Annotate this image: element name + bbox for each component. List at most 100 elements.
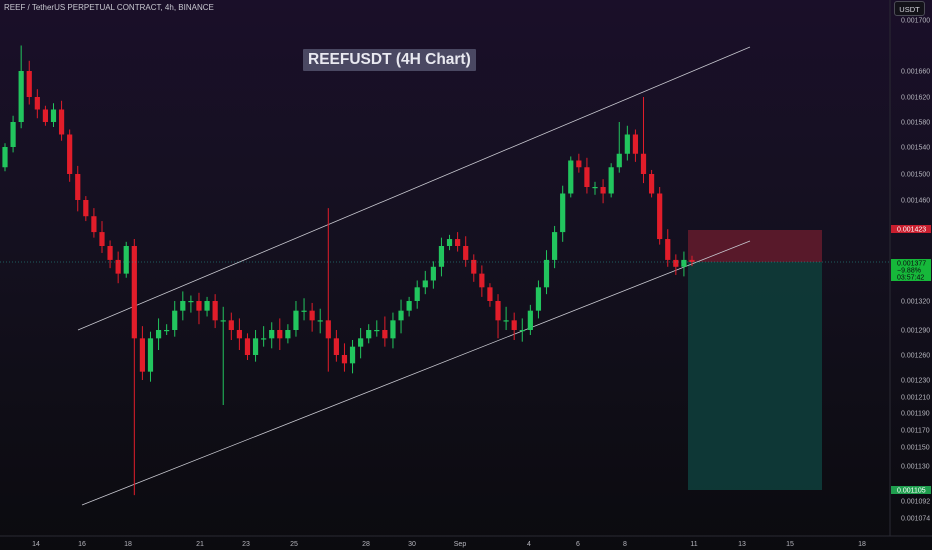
candle-body — [519, 330, 525, 332]
candle-body — [358, 338, 364, 347]
x-tick-label: 14 — [32, 541, 40, 548]
candle-body — [147, 338, 154, 372]
y-tick-label: 0.001210 — [901, 395, 930, 402]
candle-body — [269, 330, 275, 339]
x-tick-label: 11 — [690, 541, 697, 548]
chart-title: REEFUSDT (4H Chart) — [303, 49, 476, 71]
y-tick-label: 0.001500 — [901, 172, 930, 179]
y-tick-label: 0.001580 — [901, 120, 930, 127]
candle-body — [422, 280, 428, 288]
x-tick-label: Sep — [454, 541, 467, 548]
candle-body — [317, 320, 323, 322]
candle-body — [382, 330, 388, 339]
candle-body — [236, 330, 242, 339]
candle-body — [180, 301, 186, 311]
candle-body — [592, 187, 598, 189]
candle-body — [341, 355, 348, 364]
currency-button[interactable]: USDT — [894, 1, 925, 16]
candle-body — [543, 259, 550, 288]
candle-body — [568, 160, 574, 194]
x-tick-label: 15 — [786, 541, 794, 548]
candle-body — [67, 134, 73, 174]
candle-body — [107, 246, 113, 260]
candle-body — [196, 301, 202, 311]
candle-body — [228, 320, 234, 330]
price-tag-label: 0.001377 — [897, 260, 926, 267]
candle-body — [293, 310, 299, 330]
candle-body — [18, 71, 24, 122]
candle-body — [446, 239, 453, 246]
candle-body — [188, 301, 194, 303]
candle-body — [58, 109, 65, 135]
candle-body — [552, 232, 558, 260]
x-tick-label: 21 — [196, 541, 204, 548]
candle-body — [398, 310, 404, 321]
x-tick-label: 16 — [78, 541, 86, 548]
candle-body — [632, 134, 639, 154]
candle-body — [527, 310, 533, 330]
candle-body — [479, 273, 485, 288]
y-tick-label: 0.001620 — [901, 95, 930, 102]
candle-body — [487, 287, 493, 301]
candle-body — [689, 259, 695, 262]
candle-body — [584, 167, 590, 187]
x-tick-label: 6 — [576, 541, 580, 548]
candle-body — [75, 174, 81, 200]
candle-body — [681, 259, 687, 267]
candle-body — [325, 320, 331, 339]
candle-body — [2, 147, 8, 168]
candle-body — [91, 216, 97, 233]
y-tick-label: 0.001074 — [901, 516, 930, 523]
candle-body — [648, 174, 655, 194]
x-tick-label: 18 — [124, 541, 132, 548]
candle-body — [657, 193, 663, 240]
y-tick-label: 0.001190 — [901, 411, 930, 418]
candle-body — [511, 320, 517, 330]
candle-body — [495, 301, 501, 321]
price-tag-last-price — [891, 259, 931, 267]
candle-body — [220, 320, 226, 322]
candle-body — [455, 239, 461, 246]
candle-body — [576, 160, 582, 168]
candle-body — [406, 301, 412, 311]
candle-body — [131, 246, 137, 339]
y-tick-label: 0.001700 — [901, 18, 930, 25]
candle-body — [10, 122, 16, 147]
candle-body — [374, 330, 380, 332]
x-tick-label: 18 — [858, 541, 866, 548]
y-tick-label: 0.001230 — [901, 378, 930, 385]
take-profit-zone — [688, 262, 822, 490]
candle-body — [212, 301, 218, 321]
candle-body — [261, 338, 267, 340]
y-tick-label: 0.001130 — [901, 464, 930, 471]
y-tick-label: 0.001170 — [901, 428, 930, 435]
candle-body — [390, 320, 396, 339]
candle-body — [277, 330, 283, 339]
candle-body — [600, 187, 606, 194]
candle-body — [244, 338, 251, 355]
candle-body — [204, 301, 210, 311]
price-tag-label: 0.001105 — [897, 487, 926, 494]
y-tick-label: 0.001320 — [901, 299, 930, 306]
y-tick-label: 0.001540 — [901, 145, 930, 152]
candle-body — [349, 346, 356, 364]
price-tag-take-profit — [891, 486, 931, 494]
y-tick-label: 0.001092 — [901, 499, 930, 506]
candle-body — [50, 109, 57, 122]
price-tag-change — [891, 266, 931, 274]
y-tick-label: 0.001260 — [901, 353, 930, 360]
candle-body — [309, 310, 315, 321]
candle-body — [83, 200, 89, 217]
candle-body — [673, 259, 679, 267]
x-tick-label: 4 — [527, 541, 531, 548]
price-tag-label: 03:57:42 — [897, 274, 924, 281]
candle-body — [366, 330, 372, 339]
candle-body — [333, 338, 339, 355]
candle-body — [123, 246, 129, 274]
price-tag-label: −9.88% — [897, 267, 921, 274]
candle-body — [155, 330, 162, 339]
candle-body — [463, 246, 469, 260]
x-tick-label: 25 — [290, 541, 298, 548]
